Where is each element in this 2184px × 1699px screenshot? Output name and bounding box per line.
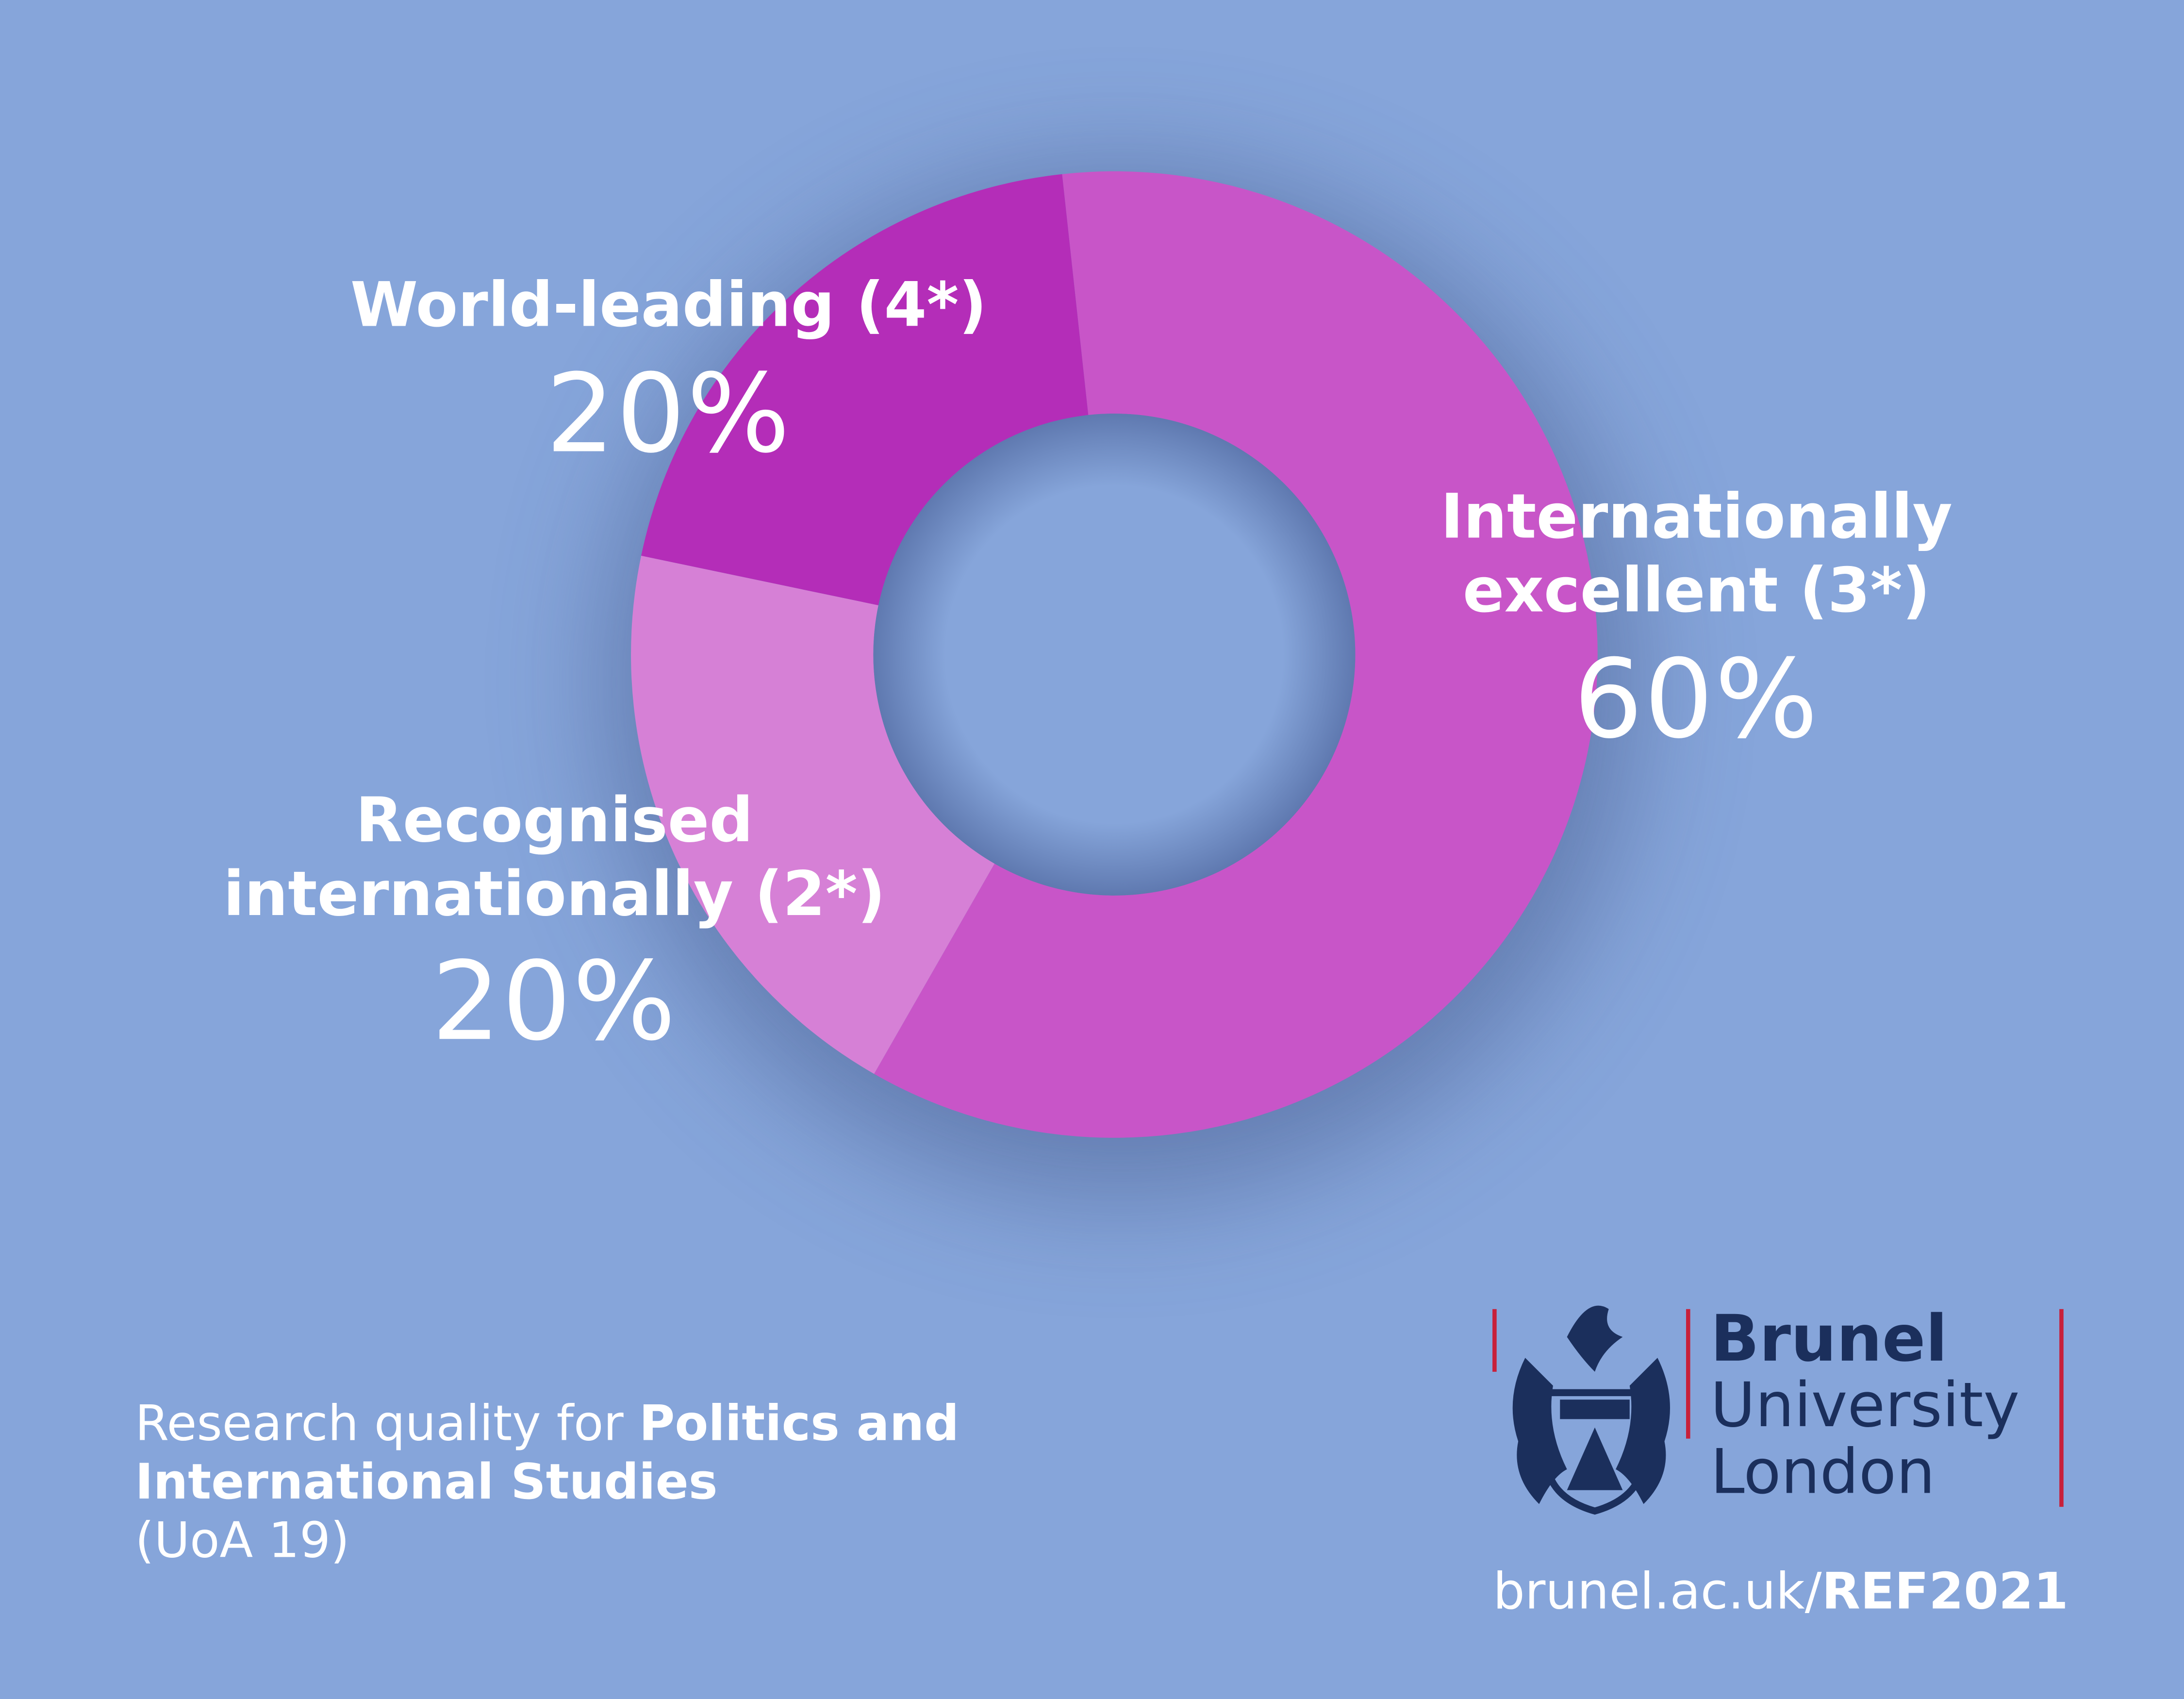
url: brunel.ac.uk/REF2021 xyxy=(1493,1564,2068,1621)
value-label: 20% xyxy=(546,352,792,478)
caption: Research quality for Politics and Intern… xyxy=(135,1396,1096,1571)
caption-prefix: Research quality for xyxy=(135,1397,624,1453)
caption-suffix: (UoA 19) xyxy=(135,1514,350,1570)
value-label: 20% xyxy=(431,940,678,1066)
slice xyxy=(874,171,1598,1138)
category-label: Recognised internationally (2*) xyxy=(223,785,886,931)
slice xyxy=(631,555,995,1074)
logo-crest xyxy=(1492,1305,2064,1515)
url-prefix: brunel.ac.uk/ xyxy=(1493,1564,1822,1621)
slice xyxy=(641,174,1089,605)
slices xyxy=(631,171,1598,1138)
category-label: World-leading (4*) xyxy=(350,270,987,341)
caption-bold: Politics and International Studies xyxy=(135,1397,960,1511)
logo-university: University xyxy=(1710,1370,2020,1442)
category-label: Internationally excellent (3*) xyxy=(1440,482,1952,627)
url-bold: REF2021 xyxy=(1821,1564,2068,1621)
logo-brunel: Brunel xyxy=(1710,1300,1948,1376)
donut-hole xyxy=(873,414,1356,896)
logo-london: London xyxy=(1710,1437,1936,1509)
value-label: 60% xyxy=(1573,637,1820,764)
